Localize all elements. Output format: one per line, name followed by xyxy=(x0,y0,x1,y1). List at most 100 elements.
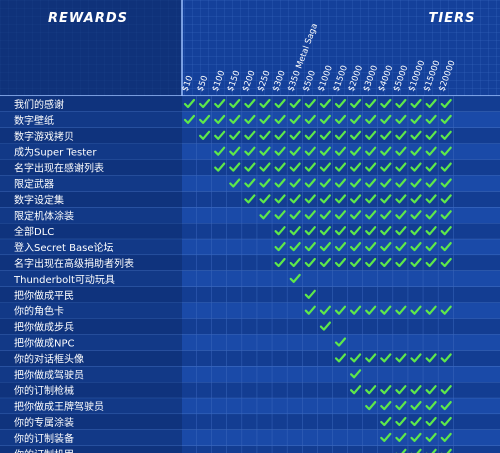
check-mark xyxy=(304,130,316,140)
check-mark xyxy=(334,257,347,268)
reward-label: 你的角色卡 xyxy=(14,305,64,318)
check-mark xyxy=(350,353,362,363)
check-mark xyxy=(425,416,437,427)
tiers-header: TIERS xyxy=(429,11,476,26)
check-mark xyxy=(425,257,437,268)
check-mark xyxy=(304,242,316,252)
check-mark xyxy=(410,432,422,442)
check-mark xyxy=(229,98,241,109)
check-mark xyxy=(319,162,331,172)
check-mark xyxy=(365,194,377,204)
check-mark xyxy=(395,178,407,188)
check-mark xyxy=(365,242,377,252)
rewards-header: REWARDS xyxy=(48,11,128,26)
reward-label: 把你做成王牌驾驶员 xyxy=(14,400,104,413)
label-cell xyxy=(0,445,182,453)
check-mark xyxy=(410,210,422,220)
check-mark xyxy=(395,432,407,442)
check-mark xyxy=(425,114,437,124)
check-mark xyxy=(425,162,437,172)
check-mark xyxy=(395,416,407,427)
check-mark xyxy=(380,114,392,124)
check-mark xyxy=(395,401,407,411)
check-mark xyxy=(304,226,316,236)
check-mark xyxy=(395,146,407,156)
check-mark xyxy=(244,130,256,140)
label-cell xyxy=(0,175,182,192)
check-mark xyxy=(425,194,437,204)
check-mark xyxy=(304,178,316,188)
check-mark xyxy=(395,210,407,220)
check-mark xyxy=(274,178,286,188)
check-mark xyxy=(440,98,452,109)
check-mark xyxy=(304,210,316,220)
rewards-header-bg xyxy=(0,0,182,96)
check-mark xyxy=(365,146,377,156)
check-mark xyxy=(229,162,241,172)
check-mark xyxy=(395,353,407,363)
label-cell xyxy=(0,127,182,144)
check-mark xyxy=(199,130,211,140)
check-mark xyxy=(319,210,331,220)
check-mark xyxy=(410,257,422,268)
check-mark xyxy=(440,432,452,442)
reward-label: 数字设定集 xyxy=(14,193,64,206)
check-mark xyxy=(304,194,316,204)
check-mark xyxy=(319,98,331,109)
reward-label: 数字游戏拷贝 xyxy=(14,130,74,143)
check-mark xyxy=(319,114,331,124)
check-mark xyxy=(380,416,392,427)
label-cell xyxy=(0,366,182,383)
check-mark xyxy=(440,353,452,363)
check-mark xyxy=(410,305,422,315)
reward-label: 你的订制装备 xyxy=(14,432,74,445)
check-mark xyxy=(410,401,422,411)
check-mark xyxy=(425,353,437,363)
check-mark xyxy=(395,194,407,204)
check-mark xyxy=(440,416,452,427)
check-mark xyxy=(365,114,377,124)
check-mark xyxy=(304,146,316,156)
reward-label: 数字壁纸 xyxy=(14,114,54,127)
check-mark xyxy=(289,257,301,268)
check-mark xyxy=(244,146,256,156)
label-cell xyxy=(0,382,182,399)
check-mark xyxy=(274,210,286,220)
check-mark xyxy=(214,162,226,172)
check-mark xyxy=(244,194,256,204)
check-mark xyxy=(365,178,377,188)
check-mark xyxy=(334,242,347,252)
check-mark xyxy=(350,162,362,172)
check-mark xyxy=(214,114,226,124)
label-cell xyxy=(0,111,182,128)
check-mark xyxy=(259,210,271,220)
check-mark xyxy=(350,146,362,156)
check-mark xyxy=(319,130,331,140)
label-cell xyxy=(0,159,182,176)
check-mark xyxy=(304,257,316,268)
check-mark xyxy=(410,130,422,140)
check-mark xyxy=(380,432,392,442)
check-mark xyxy=(410,385,422,395)
check-mark xyxy=(365,305,377,315)
check-mark xyxy=(395,226,407,236)
check-mark xyxy=(289,130,301,140)
label-cell xyxy=(0,286,182,303)
check-mark xyxy=(289,146,301,156)
reward-label: 把你做成驾驶员 xyxy=(14,368,84,381)
check-mark xyxy=(244,178,256,188)
label-cell xyxy=(0,350,182,367)
check-mark xyxy=(304,305,316,315)
label-cell xyxy=(0,318,182,335)
check-mark xyxy=(289,242,301,252)
check-mark xyxy=(350,98,362,109)
check-mark xyxy=(395,98,407,109)
reward-label: 名字出现在高级捐助者列表 xyxy=(14,257,134,270)
check-mark xyxy=(410,98,422,109)
check-mark xyxy=(274,257,286,268)
check-mark xyxy=(395,162,407,172)
label-cell xyxy=(0,255,182,271)
check-mark xyxy=(289,178,301,188)
check-mark xyxy=(334,353,347,363)
reward-label: 你的订制枪械 xyxy=(14,384,74,397)
